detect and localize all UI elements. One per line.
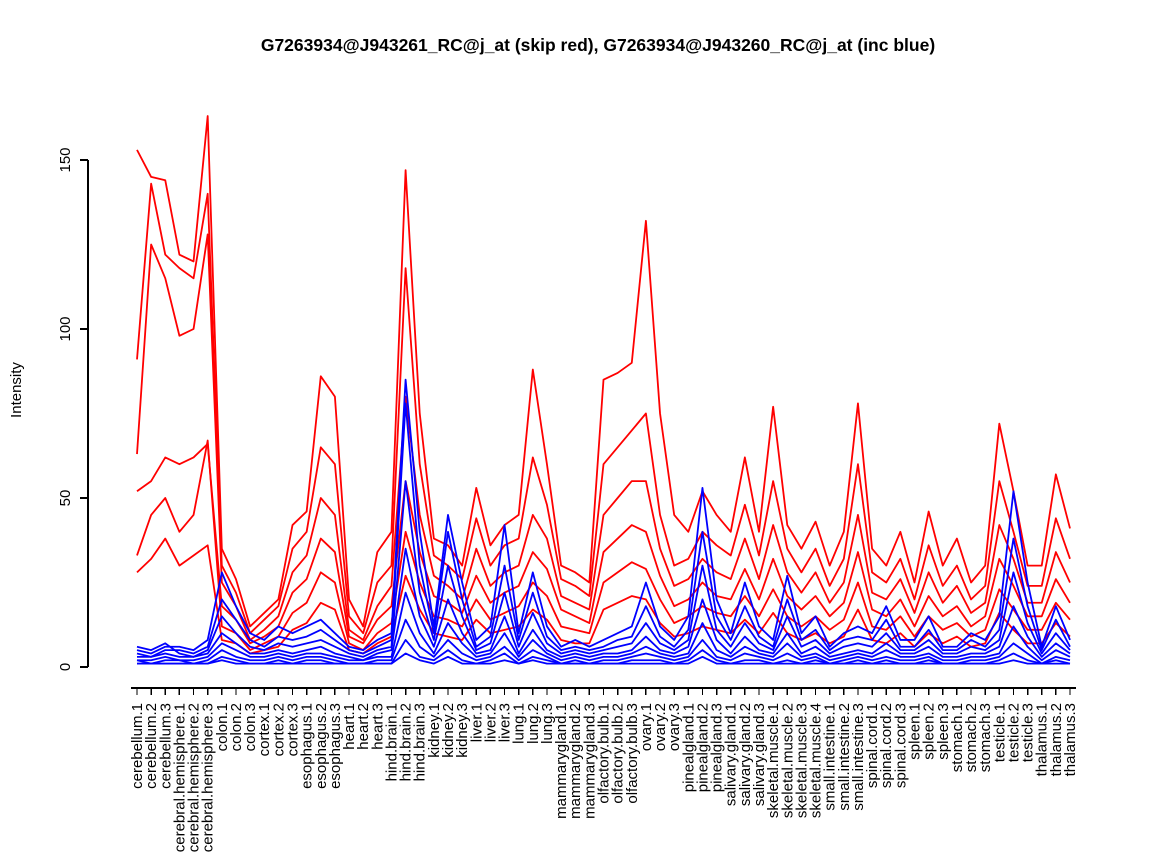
- x-tick-label: cerebellum.3: [157, 703, 174, 789]
- x-tick-label: testicle.1: [991, 703, 1008, 762]
- x-tick-label: pinealgland.2: [694, 703, 711, 792]
- series-skip-red-4: [136, 443, 1071, 645]
- x-tick-label: cortex.3: [285, 703, 302, 756]
- x-tick-label: colon.3: [242, 703, 259, 751]
- series-lines: [136, 115, 1071, 665]
- x-tick-label: olfactory.bulb.3: [624, 703, 641, 804]
- x-tick-label: lung.1: [511, 703, 528, 744]
- x-tick-label: small.intestine.3: [850, 703, 867, 811]
- x-tick-label: salivary.gland.3: [751, 703, 768, 806]
- x-tick-label: heart.1: [341, 703, 358, 750]
- x-tick-label: esophagus.2: [313, 703, 330, 789]
- x-tick-label: colon.2: [228, 703, 245, 751]
- x-tick-label: hind.brain.1: [383, 703, 400, 781]
- y-tick-label: 50: [57, 490, 74, 507]
- x-tick-label: small.intestine.2: [836, 703, 853, 811]
- x-tick-label: cerebellum.2: [143, 703, 160, 789]
- x-tick-label: liver.3: [497, 703, 514, 742]
- y-tick-label: 150: [57, 147, 74, 172]
- series-inc-blue-3: [136, 480, 1071, 658]
- x-tick-label: cerebral.hemisphere.3: [200, 703, 217, 852]
- x-tick-label: small.intestine.1: [822, 703, 839, 811]
- x-tick-label: lung.2: [525, 703, 542, 744]
- y-axis: 0 50 100 150: [57, 147, 89, 671]
- y-tick-label: 100: [57, 316, 74, 341]
- x-tick-label: stomach.1: [949, 703, 966, 772]
- x-tick-label: cerebellum.1: [129, 703, 146, 789]
- x-tick-label: thalamus.1: [1034, 703, 1051, 776]
- x-tick-label: cortex.2: [270, 703, 287, 756]
- x-tick-label: kidney.1: [426, 703, 443, 758]
- x-tick-label: colon.1: [214, 703, 231, 751]
- series-inc-blue-6: [136, 618, 1071, 665]
- series-skip-red-5: [136, 439, 1071, 651]
- series-inc-blue-2: [136, 402, 1071, 658]
- x-tick-label: hind.brain.3: [412, 703, 429, 781]
- x-tick-label: thalamus.2: [1048, 703, 1065, 776]
- x-tick-label: olfactory.bulb.1: [596, 703, 613, 804]
- x-tick-label: spinal.cord.1: [864, 703, 881, 788]
- x-tick-label: ovary.2: [652, 703, 669, 751]
- x-tick-label: pinealgland.3: [709, 703, 726, 792]
- x-tick-label: kidney.2: [440, 703, 457, 758]
- x-tick-label: spinal.cord.2: [878, 703, 895, 788]
- x-tick-label: esophagus.3: [327, 703, 344, 789]
- x-tick-label: ovary.1: [638, 703, 655, 751]
- x-tick-label: thalamus.3: [1062, 703, 1079, 776]
- x-tick-label: testicle.3: [1020, 703, 1037, 762]
- x-tick-label: heart.2: [355, 703, 372, 750]
- x-tick-label: testicle.2: [1005, 703, 1022, 762]
- y-axis-title: Intensity: [8, 362, 25, 418]
- series-inc-blue-4: [137, 547, 1071, 662]
- series-skip-red-2: [136, 182, 1071, 635]
- x-tick-label: stomach.3: [977, 703, 994, 772]
- x-tick-label: esophagus.1: [299, 703, 316, 789]
- x-tick-label: spleen.2: [921, 703, 938, 760]
- series-skip-red-3: [136, 233, 1071, 641]
- x-tick-label: spleen.3: [935, 703, 952, 760]
- x-axis: cerebellum.1cerebellum.2cerebellum.3cere…: [129, 687, 1079, 852]
- x-tick-label: mammarygland.1: [553, 703, 570, 819]
- x-tick-label: skeletal.muscle.2: [779, 703, 796, 818]
- x-tick-label: mammarygland.3: [581, 703, 598, 819]
- x-tick-label: lung.3: [539, 703, 556, 744]
- series-inc-blue-8: [137, 652, 1070, 665]
- x-tick-label: stomach.2: [963, 703, 980, 772]
- x-tick-label: skeletal.muscle.4: [808, 703, 825, 818]
- x-tick-label: ovary.3: [666, 703, 683, 751]
- x-tick-label: olfactory.bulb.2: [610, 703, 627, 804]
- x-tick-label: skeletal.muscle.1: [765, 703, 782, 818]
- x-tick-label: skeletal.muscle.3: [793, 703, 810, 818]
- x-tick-label: pinealgland.1: [680, 703, 697, 792]
- x-tick-label: cerebral.hemisphere.1: [171, 703, 188, 852]
- series-inc-blue-1: [136, 378, 1071, 655]
- x-tick-label: liver.1: [468, 703, 485, 742]
- x-tick-label: spinal.cord.3: [892, 703, 909, 788]
- x-tick-label: hind.brain.2: [398, 703, 415, 781]
- x-tick-label: salivary.gland.1: [723, 703, 740, 806]
- x-tick-label: heart.3: [369, 703, 386, 750]
- x-tick-label: mammarygland.2: [567, 703, 584, 819]
- x-tick-label: spleen.1: [907, 703, 924, 760]
- series-skip-red-1: [136, 115, 1071, 628]
- series-inc-blue-5: [137, 591, 1071, 662]
- x-tick-label: cerebral.hemisphere.2: [186, 703, 203, 852]
- y-tick-label: 0: [57, 663, 74, 671]
- x-tick-label: liver.2: [482, 703, 499, 742]
- x-tick-label: kidney.3: [454, 703, 471, 758]
- x-tick-label: cortex.1: [256, 703, 273, 756]
- chart-title: G7263934@J943261_RC@j_at (skip red), G72…: [261, 35, 935, 55]
- x-tick-label: salivary.gland.2: [737, 703, 754, 806]
